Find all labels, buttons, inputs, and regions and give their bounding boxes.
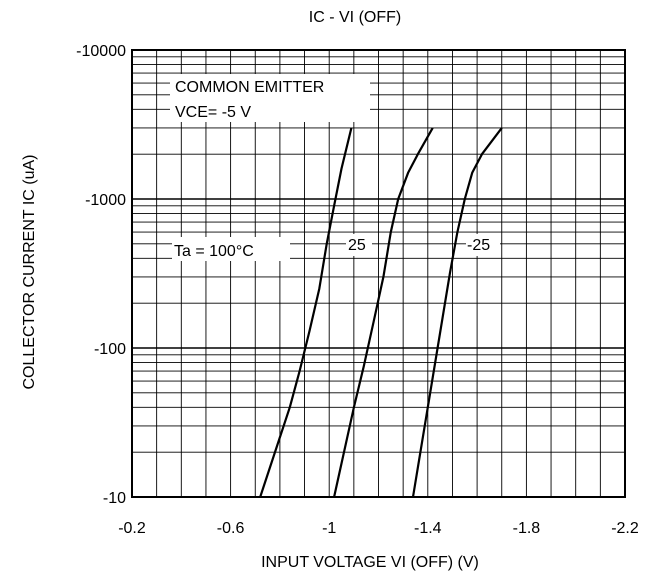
conditions-annotation: COMMON EMITTER VCE= -5 V — [170, 74, 370, 122]
tick-labels: -0.2 -0.6 -1 -1.4 -1.8 -2.2 -10 -100 -1000 -10000 — [76, 43, 639, 537]
x-tick-label: -2.2 — [611, 520, 639, 537]
series-line-0 — [259, 127, 353, 498]
conditions-box — [170, 74, 370, 122]
series-label-neg25: -25 — [467, 237, 490, 254]
series-line-1 — [333, 127, 434, 498]
annotation-common-emitter: COMMON EMITTER — [175, 79, 324, 96]
series-layer — [259, 127, 503, 498]
series-label-bg-25 — [346, 234, 372, 256]
x-tick-label: -1.4 — [414, 520, 442, 537]
x-tick-label: -0.6 — [217, 520, 245, 537]
series-label-ta100: Ta = 100°C — [174, 243, 254, 260]
y-axis-label: COLLECTOR CURRENT IC (uA) — [21, 155, 38, 390]
chart-title: IC - VI (OFF) — [309, 9, 401, 26]
y-tick-label: -10 — [103, 490, 126, 507]
series-labels: Ta = 100°C 25 -25 — [172, 234, 500, 261]
series-label-bg-neg25 — [466, 234, 500, 256]
annotation-vce: VCE= -5 V — [175, 104, 251, 121]
x-tick-label: -0.2 — [118, 520, 146, 537]
series-label-25: 25 — [348, 237, 366, 254]
series-line-2 — [411, 127, 503, 498]
plot-frame — [131, 49, 626, 498]
x-tick-label: -1 — [322, 520, 336, 537]
x-tick-label: -1.8 — [513, 520, 541, 537]
y-tick-label: -10000 — [76, 43, 126, 60]
y-tick-label: -100 — [94, 341, 126, 358]
x-axis-label: INPUT VOLTAGE VI (OFF) (V) — [261, 554, 479, 571]
grid — [132, 50, 625, 497]
y-tick-label: -1000 — [85, 192, 126, 209]
series-label-bg-ta100 — [172, 237, 290, 261]
